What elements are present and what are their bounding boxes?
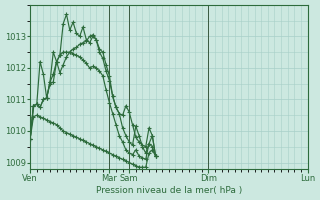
X-axis label: Pression niveau de la mer( hPa ): Pression niveau de la mer( hPa ) bbox=[96, 186, 242, 195]
